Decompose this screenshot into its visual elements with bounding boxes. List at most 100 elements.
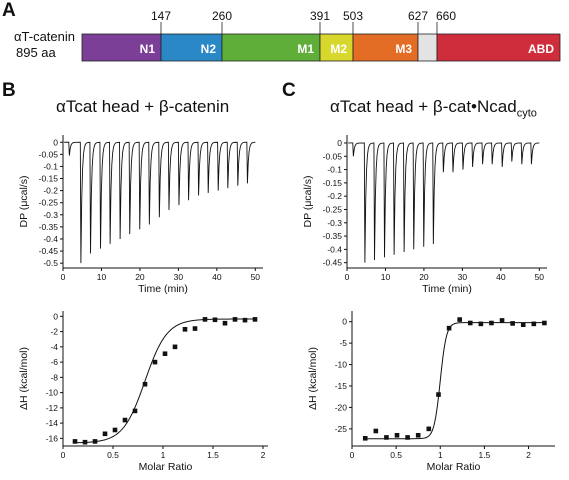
y-tick-label: -0.3 <box>327 218 342 228</box>
data-point <box>182 327 188 332</box>
y-tick-label: -14 <box>46 418 59 428</box>
y-axis-label: DP (μcal/s) <box>18 176 30 228</box>
y-tick-label: -0.4 <box>43 234 58 244</box>
data-point <box>222 320 228 326</box>
domain-label: N1 <box>140 42 156 56</box>
data-point <box>92 439 98 444</box>
data-point <box>132 408 138 414</box>
y-tick-label: -0.45 <box>323 258 343 268</box>
x-tick-label: 10 <box>97 272 107 282</box>
x-tick-label: 0.5 <box>107 450 119 460</box>
data-point <box>405 435 410 440</box>
y-tick-label: -0.45 <box>39 246 59 256</box>
x-tick-label: 2 <box>261 450 266 460</box>
x-tick-label: 0 <box>350 450 355 460</box>
data-point <box>510 321 515 326</box>
panel-label-b: B <box>2 80 16 101</box>
domain-segment <box>352 33 419 62</box>
domain-label: M3 <box>395 42 412 56</box>
x-tick-label: 0.5 <box>390 450 402 460</box>
y-tick-label: -0.2 <box>327 191 342 201</box>
data-point <box>232 317 238 322</box>
position-label: 660 <box>435 9 457 23</box>
data-point <box>102 431 108 437</box>
y-tick-label: -0.35 <box>323 231 343 241</box>
x-tick-label: 1 <box>161 450 166 460</box>
position-label: 147 <box>150 9 172 23</box>
data-point <box>520 322 526 328</box>
x-tick-label: 1 <box>438 450 443 460</box>
protein-length: 895 aa <box>16 45 56 60</box>
y-tick-label: -4 <box>50 342 58 352</box>
y-tick-label: -0.4 <box>327 244 342 254</box>
x-tick-label: 1.5 <box>478 450 490 460</box>
y-tick-label: -0.1 <box>327 165 342 175</box>
x-tick-label: 1.5 <box>207 450 219 460</box>
y-axis-label: ΔH (kcal/mol) <box>18 347 30 410</box>
x-tick-label: 50 <box>251 272 261 282</box>
data-point <box>82 439 88 445</box>
data-point <box>72 439 78 444</box>
y-tick-label: 0 <box>53 137 58 147</box>
fit-curve <box>72 318 258 444</box>
x-tick-label: 40 <box>496 272 506 282</box>
x-tick-label: 20 <box>135 272 145 282</box>
thermogram-trace <box>348 142 540 263</box>
x-tick-label: 2 <box>526 450 531 460</box>
data-point <box>436 392 441 397</box>
y-tick-label: -20 <box>335 402 348 412</box>
x-tick-label: 20 <box>419 272 429 282</box>
data-point <box>202 317 208 322</box>
y-axis-label: ΔH (kcal/mol) <box>307 347 319 410</box>
position-label: 391 <box>309 9 331 23</box>
x-tick-label: 0 <box>61 450 66 460</box>
position-label: 627 <box>407 9 429 23</box>
data-point <box>446 325 452 331</box>
data-point <box>499 318 505 323</box>
x-tick-label: 0 <box>61 272 66 282</box>
data-point <box>373 428 379 434</box>
data-point <box>489 320 494 326</box>
data-point <box>384 435 389 440</box>
data-point <box>426 426 432 432</box>
y-tick-label: -10 <box>335 360 348 370</box>
domain-label: M1 <box>297 42 314 56</box>
data-point <box>394 432 400 438</box>
data-point <box>192 326 198 331</box>
data-point <box>142 381 148 387</box>
y-tick-label: 0 <box>53 311 58 321</box>
thermogram-trace <box>64 141 256 264</box>
fit-curve <box>363 322 547 440</box>
y-tick-label: -0.2 <box>43 186 58 196</box>
data-point <box>467 320 473 326</box>
y-tick-label: -0.25 <box>39 198 59 208</box>
y-axis-label: DP (μcal/s) <box>302 176 314 228</box>
x-axis-label: Molar Ratio <box>427 461 481 473</box>
x-tick-label: 30 <box>174 272 184 282</box>
y-tick-label: -0.25 <box>323 204 343 214</box>
x-tick-label: 0 <box>345 272 350 282</box>
data-point <box>112 427 118 433</box>
x-axis-label: Molar Ratio <box>139 461 193 473</box>
domain-label: M2 <box>330 42 347 56</box>
protein-name: αT-catenin <box>14 29 75 44</box>
data-point <box>542 320 547 326</box>
data-point <box>212 317 218 323</box>
data-point <box>478 321 484 327</box>
data-point <box>362 435 368 441</box>
data-point <box>242 317 248 323</box>
x-axis-label: Time (min) <box>138 283 188 295</box>
domain-label: ABD <box>528 42 554 56</box>
y-tick-label: -0.15 <box>323 178 343 188</box>
panel-b-title: αTcat head + β-catenin <box>56 97 230 116</box>
data-point <box>162 351 168 357</box>
y-tick-label: -15 <box>335 381 348 391</box>
y-tick-label: -6 <box>50 357 58 367</box>
y-tick-label: -16 <box>46 433 59 443</box>
y-tick-label: 0 <box>337 138 342 148</box>
data-point <box>252 317 258 322</box>
domain-label: N2 <box>201 42 217 56</box>
domain-segment <box>436 33 561 62</box>
